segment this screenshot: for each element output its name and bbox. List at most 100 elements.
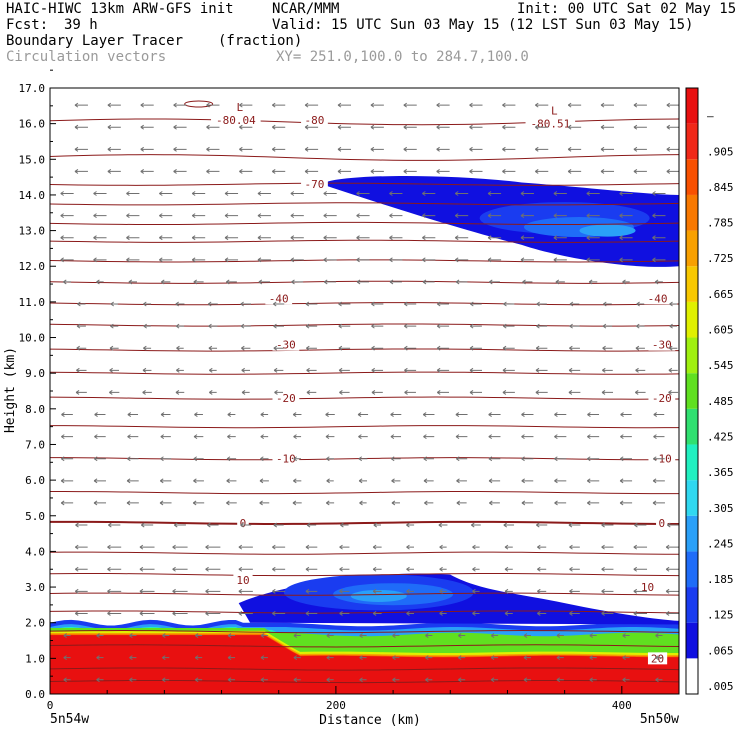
- vector-arrow: [110, 323, 119, 329]
- vector-arrow: [272, 611, 286, 616]
- vector-arrow: [455, 434, 468, 440]
- y-tick-label: 2.0: [25, 617, 45, 630]
- vector-arrow: [487, 191, 502, 196]
- vector-arrow: [489, 279, 500, 285]
- vector-arrow: [356, 213, 370, 219]
- temperature-contour-5: [50, 592, 679, 596]
- vector-arrow: [160, 279, 171, 285]
- y-tick-label: 13.0: [19, 225, 46, 238]
- vector-arrow: [74, 102, 88, 108]
- y-tick-label: 8.0: [25, 403, 45, 416]
- tracer-band-7: [50, 635, 679, 694]
- vector-arrow: [469, 367, 483, 373]
- colorbar-swatch: [686, 301, 698, 338]
- field-name: Boundary Layer Tracer: [6, 33, 184, 49]
- vector-arrow: [226, 478, 237, 484]
- vector-arrow: [567, 124, 582, 130]
- vector-arrow: [470, 522, 481, 528]
- vector-arrow: [325, 412, 335, 417]
- vector-arrow: [665, 588, 679, 594]
- vector-arrow: [537, 544, 547, 550]
- vector-arrow: [536, 522, 548, 528]
- vector-arrow: [128, 279, 137, 285]
- vector-arrow: [126, 213, 140, 219]
- vector-arrow: [436, 323, 450, 329]
- vector-arrow: [423, 478, 434, 484]
- vector-arrow: [207, 522, 219, 528]
- vector-arrow: [292, 500, 302, 506]
- y-tick-label: 17.0: [19, 82, 46, 95]
- vector-arrow: [205, 611, 221, 616]
- vector-arrow: [455, 456, 468, 462]
- vector-arrow: [159, 478, 172, 484]
- vector-arrow: [107, 146, 121, 152]
- vector-arrow: [140, 522, 154, 528]
- vector-arrow: [176, 367, 184, 373]
- vector-arrow: [634, 390, 646, 395]
- vector-arrow: [665, 544, 679, 550]
- vector-arrow: [272, 588, 286, 594]
- vector-arrow: [257, 213, 271, 219]
- vector-arrow: [569, 588, 580, 594]
- vector-arrow: [370, 168, 384, 174]
- vector-arrow: [337, 146, 351, 152]
- vector-arrow: [323, 191, 337, 196]
- vector-arrow: [372, 566, 382, 572]
- vector-arrow: [392, 655, 400, 661]
- vector-arrow: [194, 655, 203, 661]
- y-tick-label: 1.0: [25, 652, 45, 665]
- vector-arrow: [126, 191, 140, 196]
- vector-arrow: [339, 544, 350, 550]
- vector-arrow: [652, 191, 666, 196]
- x-end-location: 5n50w: [640, 712, 679, 727]
- vector-arrow: [93, 456, 106, 462]
- colorbar-swatch: [686, 480, 698, 516]
- y-tick-label: 6.0: [25, 474, 45, 487]
- vector-arrow: [208, 367, 217, 373]
- vector-arrow: [436, 102, 450, 108]
- vector-arrow: [142, 390, 152, 395]
- vector-arrow: [191, 191, 206, 196]
- vector-arrow: [160, 412, 171, 417]
- vector-arrow: [93, 235, 107, 241]
- vector-arrow: [77, 301, 86, 307]
- vector-arrow: [586, 257, 600, 263]
- vector-arrow: [359, 500, 367, 506]
- vector-arrow: [305, 566, 318, 572]
- vector-arrow: [139, 611, 155, 616]
- vector-arrow: [490, 677, 499, 683]
- vector-arrow: [633, 611, 648, 616]
- vector-arrow: [652, 500, 665, 506]
- vector-arrow: [457, 633, 466, 638]
- temperature-contour-1: [50, 667, 679, 671]
- vector-arrow: [569, 323, 580, 329]
- vector-arrow: [356, 191, 370, 196]
- temperature-contour-4: [50, 610, 679, 614]
- colorbar-swatch: [686, 551, 698, 588]
- colorbar-label: .365: [707, 466, 734, 479]
- vector-arrow: [436, 146, 450, 152]
- vector-arrow: [652, 478, 665, 484]
- temperature-contour-7: [50, 551, 679, 555]
- vector-arrow: [175, 323, 185, 329]
- colorbar-label: .605: [707, 324, 734, 337]
- vector-arrow: [173, 102, 187, 108]
- vector-arrow: [536, 323, 548, 329]
- vector-arrow: [239, 124, 253, 130]
- vector-arrow: [502, 102, 516, 108]
- vector-arrow: [489, 500, 500, 506]
- vector-arrow: [404, 390, 416, 395]
- vector-arrow: [423, 456, 434, 462]
- vector-arrow: [173, 522, 186, 528]
- vector-arrow: [520, 213, 534, 219]
- vector-arrow: [587, 500, 600, 506]
- vector-arrow: [257, 257, 271, 263]
- vector-arrow: [260, 434, 269, 440]
- vector-arrow: [424, 500, 434, 506]
- vector-arrow: [194, 412, 203, 417]
- vector-arrow: [601, 390, 614, 395]
- vector-arrow: [469, 124, 483, 130]
- vector-arrow: [620, 434, 632, 440]
- vector-arrow: [357, 412, 369, 417]
- vector-arrow: [358, 478, 368, 484]
